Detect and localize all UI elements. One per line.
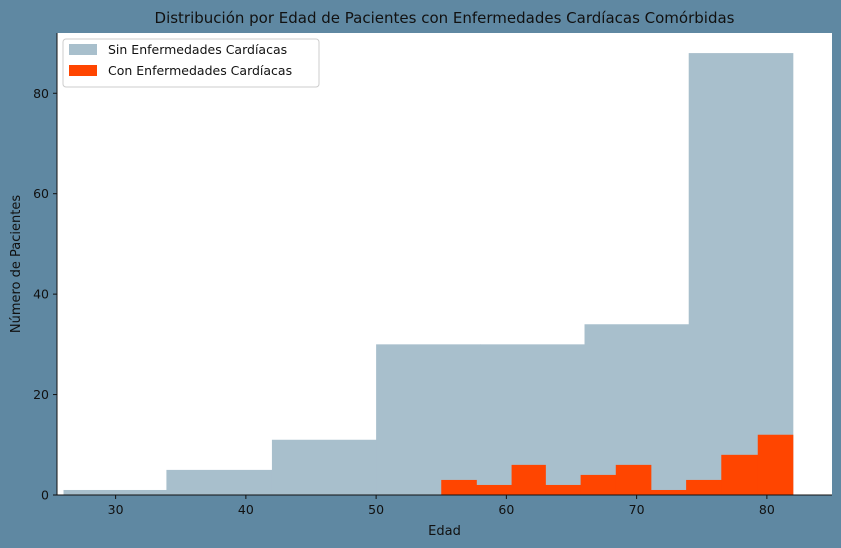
- bars-layer: [63, 53, 794, 496]
- chart-title: Distribución por Edad de Pacientes con E…: [155, 9, 735, 27]
- bar-con-0: [441, 479, 477, 495]
- bar-con-9: [757, 434, 794, 495]
- legend-box: [62, 38, 320, 88]
- x-tick-label: 40: [238, 502, 254, 517]
- legend-label: Con Enfermedades Cardíacas: [108, 63, 292, 78]
- bar-con-5: [615, 464, 652, 495]
- bar-con-8: [721, 454, 759, 495]
- bar-sin-1: [166, 469, 273, 495]
- bar-con-1: [476, 484, 512, 495]
- x-tick-label: 80: [759, 502, 775, 517]
- legend-label: Sin Enfermedades Cardíacas: [108, 42, 287, 57]
- x-tick-label: 60: [498, 502, 514, 517]
- bar-con-2: [511, 464, 546, 495]
- y-axis-label: Número de Pacientes: [9, 195, 24, 333]
- bar-sin-3: [376, 344, 481, 495]
- bar-con-4: [580, 474, 617, 495]
- axes-layer: 30 40 50 60 70 80 0 20 40 60 80: [33, 33, 832, 517]
- y-tick-label: 40: [33, 287, 49, 302]
- x-tick-label: 30: [108, 502, 124, 517]
- legend-swatch: [69, 65, 97, 76]
- x-axis-label: Edad: [428, 524, 461, 539]
- x-tick-label: 50: [368, 502, 384, 517]
- y-tick-label: 20: [33, 387, 49, 402]
- bar-sin-6: [688, 53, 794, 496]
- bar-sin-0: [63, 489, 167, 495]
- bar-con-7: [686, 479, 722, 495]
- y-tick-label: 0: [41, 488, 49, 503]
- bar-con-6: [650, 489, 687, 495]
- bar-sin-2: [271, 439, 377, 495]
- bar-con-3: [545, 484, 582, 495]
- y-tick-label: 80: [33, 86, 49, 101]
- legend: Sin Enfermedades Cardíacas Con Enfermedad…: [62, 38, 320, 88]
- x-tick-label: 70: [629, 502, 645, 517]
- legend-swatch: [69, 44, 97, 55]
- y-tick-label: 60: [33, 186, 49, 201]
